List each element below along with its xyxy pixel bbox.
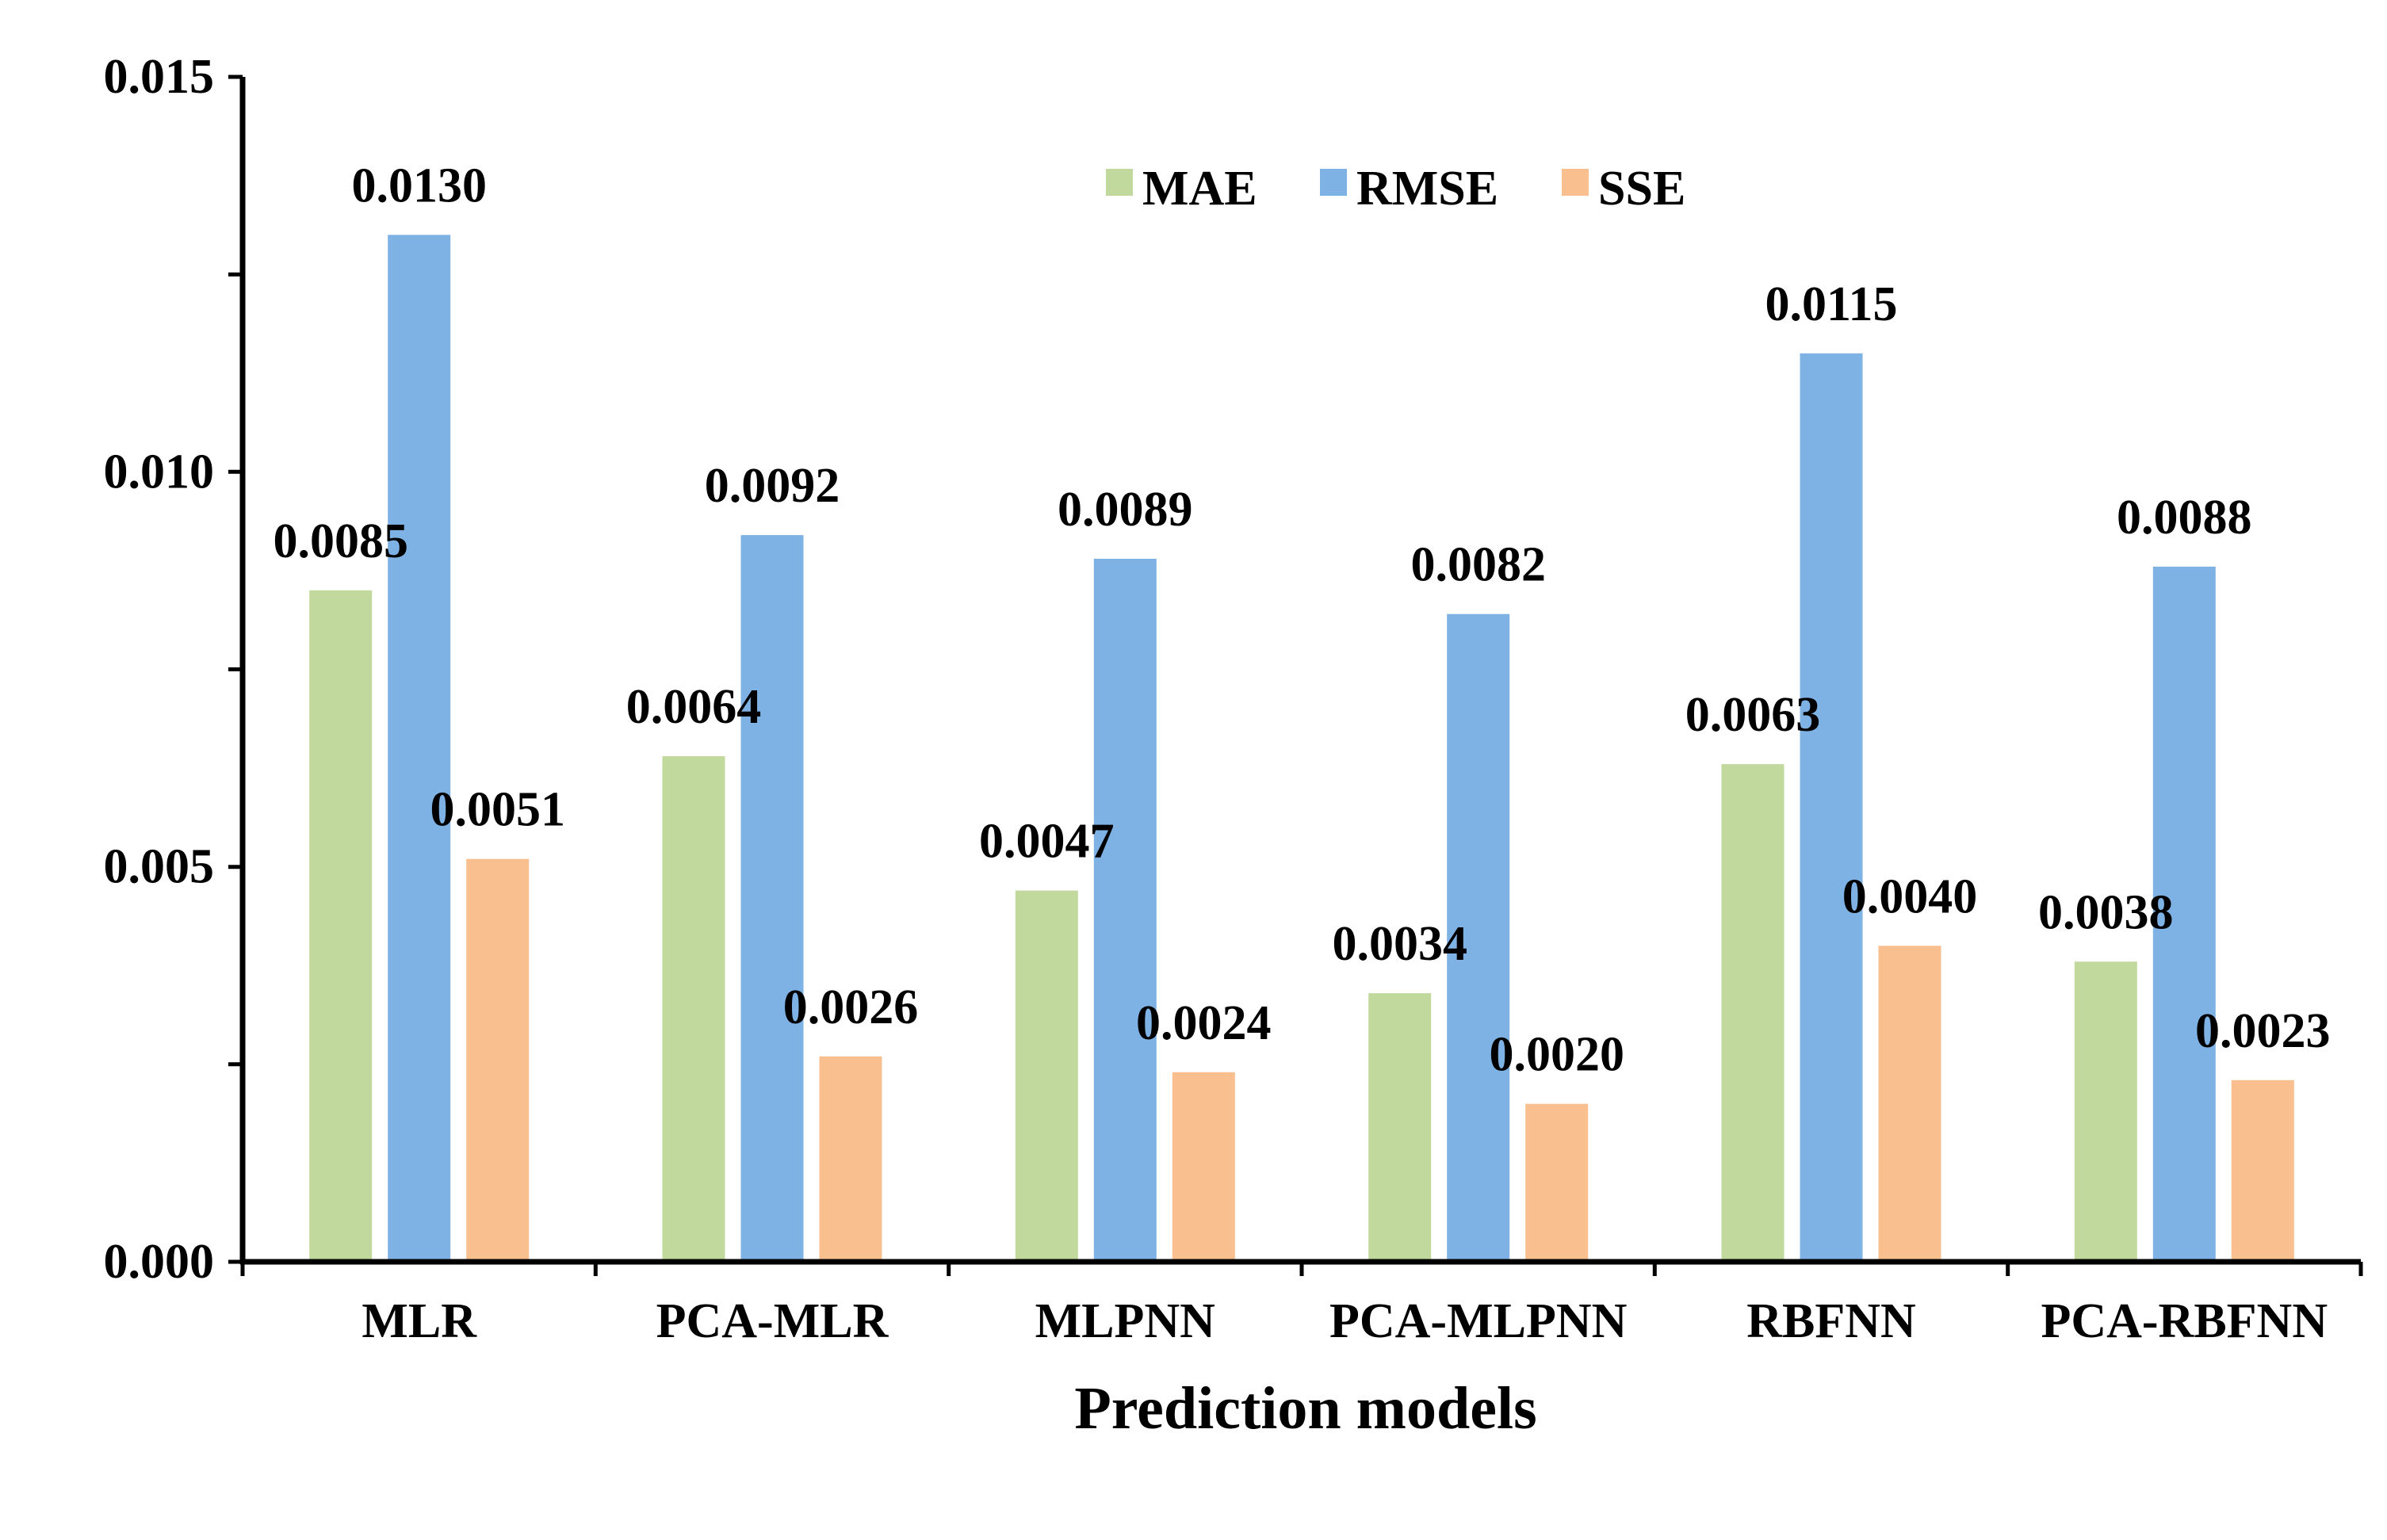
x-axis-title: Prediction models: [1074, 1375, 1536, 1442]
data-label-rmse-pca-rbfnn: 0.0088: [2117, 491, 2252, 545]
x-tick-label-pca-mlr: PCA-MLR: [656, 1294, 889, 1348]
bar-sse-mlr: [466, 858, 530, 1262]
x-tick-label-mlpnn: MLPNN: [1035, 1294, 1215, 1348]
data-label-sse-mlpnn: 0.0024: [1136, 996, 1272, 1050]
data-label-rmse-rbfnn: 0.0115: [1765, 277, 1897, 331]
data-label-mae-mlpnn: 0.0047: [979, 815, 1115, 869]
legend-swatch-mae: [1106, 169, 1133, 196]
bar-rmse-mlr: [388, 235, 451, 1262]
bar-mae-pca-mlr: [662, 756, 725, 1262]
legend-swatch-rmse: [1320, 169, 1347, 196]
data-label-rmse-pca-mlr: 0.0092: [705, 459, 840, 513]
legend-label-mae: MAE: [1142, 162, 1257, 216]
y-tick-label: 0.005: [104, 840, 215, 894]
data-label-sse-pca-mlpnn: 0.0020: [1489, 1028, 1624, 1082]
bar-mae-rbfnn: [1721, 764, 1785, 1262]
y-tick-label: 0.015: [104, 50, 215, 104]
data-label-rmse-pca-mlpnn: 0.0082: [1410, 538, 1546, 592]
bar-sse-pca-mlr: [819, 1056, 882, 1262]
x-tick-label-pca-mlpnn: PCA-MLPNN: [1329, 1294, 1627, 1348]
legend-label-sse: SSE: [1598, 162, 1685, 216]
legend: MAE RMSE SSE: [1106, 162, 1685, 216]
x-tick-label-pca-rbfnn: PCA-RBFNN: [2041, 1294, 2328, 1348]
bar-rmse-pca-rbfnn: [2152, 566, 2216, 1262]
data-labels-layer: 0.0085 0.0130 0.0051 0.0064 0.0092 0.0026 0.00…: [273, 159, 2330, 1081]
data-label-mae-rbfnn: 0.0063: [1685, 688, 1821, 742]
x-tick-label-rbfnn: RBFNN: [1746, 1294, 1916, 1348]
bar-mae-mlr: [309, 590, 373, 1262]
data-label-sse-mlr: 0.0051: [430, 783, 565, 837]
data-label-mae-mlr: 0.0085: [273, 514, 408, 568]
bar-mae-mlpnn: [1015, 890, 1078, 1262]
data-label-mae-pca-mlr: 0.0064: [626, 680, 762, 734]
data-label-sse-rbfnn: 0.0040: [1842, 869, 1978, 923]
axes-layer: 0.000 0.005 0.010 0.015 MLR PCA-MLR MLPNN PCA-M…: [104, 50, 2363, 1348]
data-label-mae-pca-rbfnn: 0.0038: [2038, 885, 2174, 939]
y-tick-label: 0.000: [104, 1235, 215, 1289]
data-label-sse-pca-rbfnn: 0.0023: [2195, 1004, 2331, 1058]
bar-sse-pca-rbfnn: [2231, 1080, 2294, 1262]
bar-sse-rbfnn: [1878, 946, 1941, 1262]
bar-rmse-pca-mlr: [740, 535, 804, 1262]
bar-rmse-rbfnn: [1800, 353, 1863, 1262]
bar-sse-mlpnn: [1172, 1072, 1235, 1262]
bars-layer: [309, 235, 2294, 1262]
data-label-rmse-mlpnn: 0.0089: [1058, 483, 1193, 537]
bar-mae-pca-mlpnn: [1368, 993, 1432, 1262]
data-label-rmse-mlr: 0.0130: [351, 159, 487, 212]
data-label-mae-pca-mlpnn: 0.0034: [1332, 917, 1467, 971]
y-tick-label: 0.010: [104, 445, 215, 499]
bar-mae-pca-rbfnn: [2074, 961, 2137, 1262]
bar-rmse-pca-mlpnn: [1447, 613, 1510, 1262]
x-tick-label-mlr: MLR: [361, 1294, 477, 1348]
legend-label-rmse: RMSE: [1356, 162, 1498, 216]
data-label-sse-pca-mlr: 0.0026: [783, 980, 919, 1034]
bar-rmse-mlpnn: [1093, 559, 1157, 1262]
legend-swatch-sse: [1562, 169, 1589, 196]
bar-sse-pca-mlpnn: [1525, 1103, 1589, 1262]
